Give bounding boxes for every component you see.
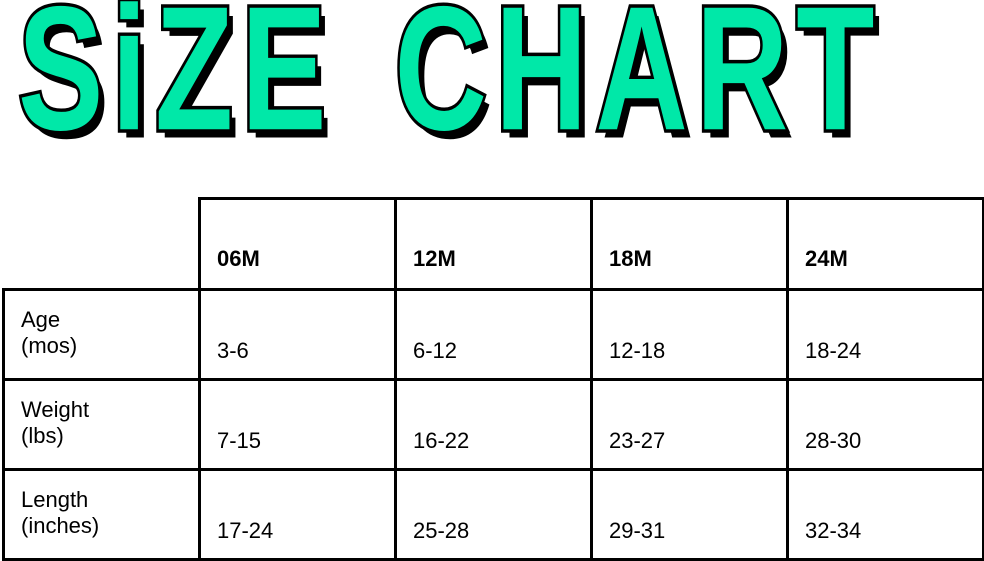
cell-value: 23-27 bbox=[609, 428, 666, 453]
row-label: Weight (lbs) bbox=[2, 378, 201, 471]
row-label: Age (mos) bbox=[2, 288, 201, 381]
column-header: 24M bbox=[786, 197, 984, 291]
column-header: 06M bbox=[198, 197, 397, 291]
row-label-line1: Length bbox=[21, 487, 89, 512]
table-cell: 12-18 bbox=[590, 288, 789, 381]
row-label-text: Age (mos) bbox=[21, 307, 77, 359]
cell-value: 28-30 bbox=[805, 428, 862, 453]
row-label-line1: Weight bbox=[21, 397, 90, 422]
title-word-size: SiZE bbox=[16, 0, 335, 168]
cell-value: 6-12 bbox=[413, 338, 458, 363]
cell-value: 18-24 bbox=[805, 338, 862, 363]
table-cell: 16-22 bbox=[394, 378, 593, 471]
column-header-label: 12M bbox=[413, 246, 456, 271]
table-cell: 7-15 bbox=[198, 378, 397, 471]
row-label-line2: (mos) bbox=[21, 333, 78, 358]
cell-value: 12-18 bbox=[609, 338, 666, 363]
table-cell: 3-6 bbox=[198, 288, 397, 381]
cell-value: 25-28 bbox=[413, 518, 470, 543]
row-label-text: Length (inches) bbox=[21, 487, 99, 539]
table-cell: 17-24 bbox=[198, 468, 397, 561]
row-label: Length (inches) bbox=[2, 468, 201, 561]
row-label-line2: (inches) bbox=[21, 513, 100, 538]
cell-value: 17-24 bbox=[217, 518, 274, 543]
table-cell: 28-30 bbox=[786, 378, 984, 471]
cell-value: 7-15 bbox=[217, 428, 262, 453]
column-header-label: 06M bbox=[217, 246, 260, 271]
column-header-label: 18M bbox=[609, 246, 652, 271]
row-label-line1: Age bbox=[21, 307, 61, 332]
size-chart-title: SiZE CHART bbox=[16, 0, 978, 201]
table-cell: 32-34 bbox=[786, 468, 984, 561]
title-word-chart: CHART bbox=[392, 0, 883, 168]
cell-value: 3-6 bbox=[217, 338, 249, 363]
column-header: 12M bbox=[394, 197, 593, 291]
table-cell: 6-12 bbox=[394, 288, 593, 381]
table-cell: 29-31 bbox=[590, 468, 789, 561]
cell-value: 29-31 bbox=[609, 518, 666, 543]
table-cell: 25-28 bbox=[394, 468, 593, 561]
cell-value: 32-34 bbox=[805, 518, 862, 543]
row-label-line2: (lbs) bbox=[21, 423, 64, 448]
column-header-label: 24M bbox=[805, 246, 848, 271]
row-label-text: Weight (lbs) bbox=[21, 397, 89, 449]
table-cell: 23-27 bbox=[590, 378, 789, 471]
table-cell: 18-24 bbox=[786, 288, 984, 381]
cell-value: 16-22 bbox=[413, 428, 470, 453]
column-header: 18M bbox=[590, 197, 789, 291]
